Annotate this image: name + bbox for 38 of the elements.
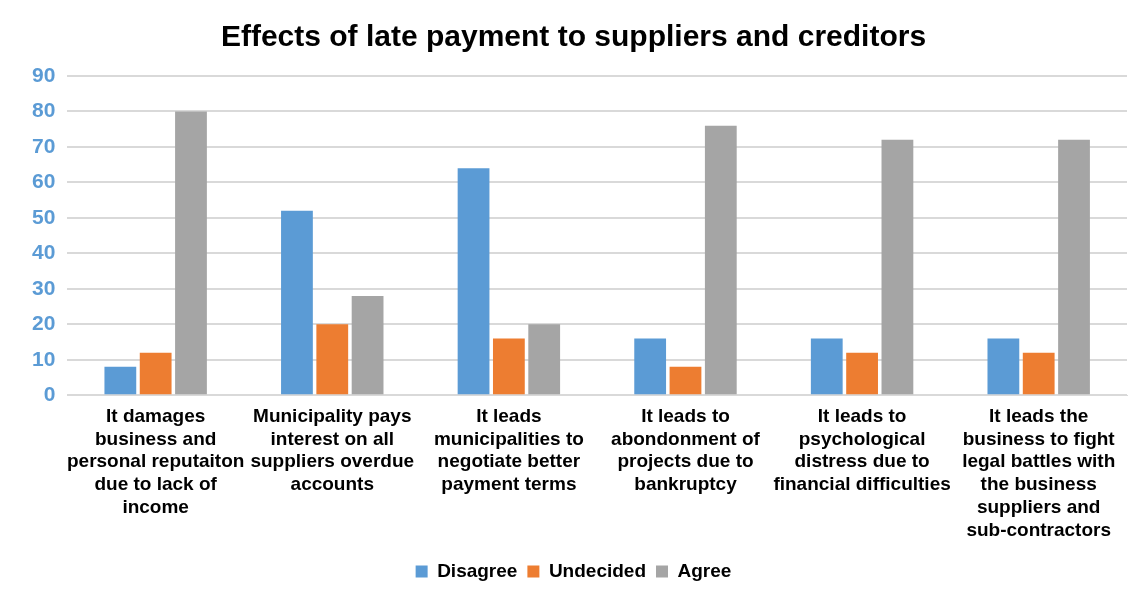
bar: [987, 338, 1020, 395]
x-tick-label: It leads to psychological distress due to financial difficulties: [773, 404, 951, 495]
x-tick-label: It damages business and personal reputaiton due to lack of income: [66, 404, 245, 518]
bar: [1022, 352, 1055, 395]
bar: [281, 210, 313, 395]
bar: [669, 366, 702, 395]
y-tick-label: 60: [32, 169, 56, 193]
bar: [810, 338, 843, 395]
y-tick-label: 80: [32, 98, 56, 122]
bar: [457, 168, 490, 395]
bar: [139, 352, 172, 395]
legend-label: Disagree: [437, 559, 518, 581]
legend-label: Agree: [677, 559, 732, 581]
y-tick-label: 70: [32, 133, 56, 157]
bar: [634, 338, 667, 395]
bar: [881, 139, 914, 395]
y-tick-label: 0: [43, 382, 56, 405]
x-tick-label: It leads municipalities to negotiate better payment terms: [433, 404, 584, 495]
bar: [1058, 139, 1090, 395]
legend-label: Undecided: [548, 559, 647, 581]
chart-title: Effects of late payment to suppliers and creditors: [220, 19, 927, 53]
y-tick-label: 20: [32, 311, 56, 335]
bar: [351, 295, 384, 395]
y-tick-label: 30: [32, 275, 56, 299]
bar: [704, 125, 737, 395]
y-tick-label: 90: [32, 62, 56, 86]
bar: [104, 366, 137, 395]
bar: [316, 324, 349, 395]
x-tick-label: Municipality pays interest on all suppliers overdue accounts: [250, 404, 415, 495]
y-tick-label: 40: [32, 240, 56, 264]
y-tick-label: 10: [32, 346, 56, 370]
y-tick-label: 50: [32, 204, 56, 228]
bar: [528, 324, 561, 395]
bar: [175, 111, 207, 395]
bar: [492, 338, 525, 395]
bar: [846, 352, 878, 395]
x-tick-label: It leads the business to fight legal battles with the business suppliers and sub-contractors: [962, 404, 1116, 540]
x-tick-label: It leads to abondonment of projects due to bankruptcy: [611, 404, 761, 495]
